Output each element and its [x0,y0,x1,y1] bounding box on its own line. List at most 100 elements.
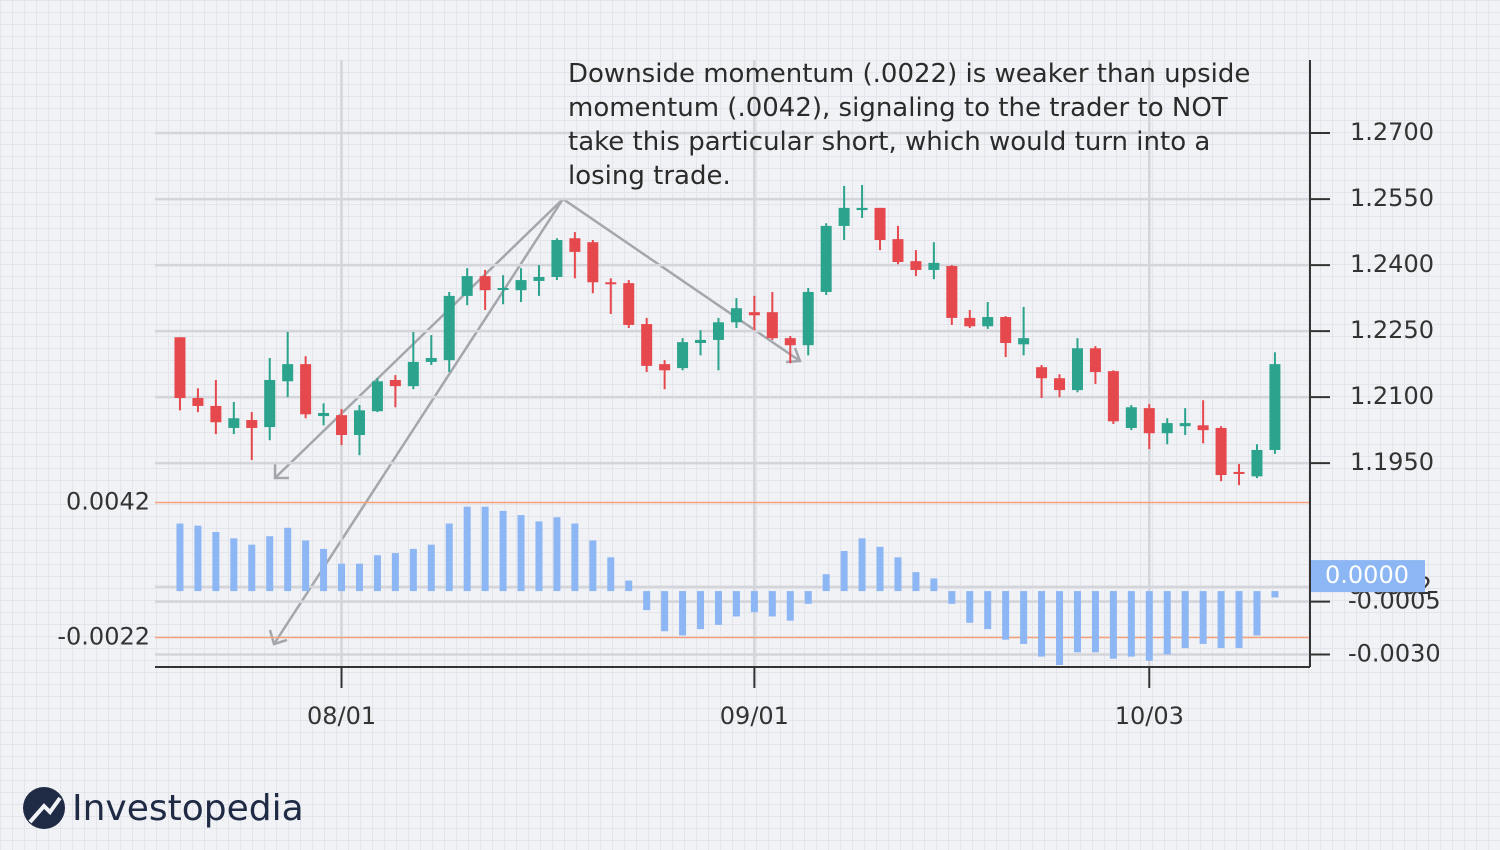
bar [176,523,184,592]
candle-body [928,262,940,270]
bar [499,510,507,592]
bar [1056,591,1064,665]
candle-body [1251,449,1263,477]
bar [230,538,238,592]
bar [320,548,328,592]
candle-body [336,415,348,435]
candle-body [910,261,922,270]
candle-body [282,364,294,382]
candle-body [946,265,958,318]
bar [930,578,938,592]
candle-body [353,410,365,435]
bar [481,506,489,592]
candle-body [551,240,563,277]
bar [1002,591,1010,640]
bar [984,591,992,630]
candle-body [318,412,330,417]
candle-body [192,398,204,406]
candle-body [1071,348,1083,391]
bar [1145,591,1153,661]
y-tick-label: 1.1950 [1350,448,1434,476]
candle-body [497,287,509,290]
y-tick-label: 1.2550 [1350,184,1434,212]
bar [966,591,974,623]
candle-body [1054,378,1066,391]
candle-body [569,238,581,252]
bar [212,532,220,592]
x-tick-label: 08/01 [307,702,376,730]
candle-body [389,379,401,387]
candle-body [1269,364,1281,450]
bar [1038,591,1046,657]
candle-body [712,322,724,340]
bar [427,544,435,592]
bar [1020,591,1028,644]
x-tick-label: 09/01 [720,702,789,730]
candle-body [1089,348,1101,373]
candle-body [174,337,186,399]
candle-body [443,295,455,361]
candle-body [1143,408,1155,434]
candle-body [677,342,689,369]
candle-body [641,324,653,366]
candle-body [784,338,796,346]
bar [1091,591,1099,653]
bar [697,591,705,630]
bar [194,525,202,592]
candle-body [730,308,742,323]
candle-body [605,282,617,285]
candle-body [300,364,312,415]
bar [445,523,453,592]
candle-body [659,364,671,371]
bar [1253,591,1261,636]
candle-body [479,276,491,291]
bar [840,551,848,592]
candle-body [228,418,240,428]
candle-body [533,276,545,281]
bar [284,527,292,592]
bar [266,536,274,592]
candle-body [371,381,383,412]
bar [643,591,651,611]
bar [661,591,669,632]
candle-body [1215,427,1227,476]
annotation-line: Downside momentum (.0022) is weaker than… [568,59,1250,89]
candle-body [695,339,707,343]
bar [894,557,902,592]
candle-body [425,357,437,362]
candle-body [856,207,868,211]
candle-body [1197,425,1209,431]
bar [1073,591,1081,653]
bar [571,523,579,592]
bar [535,521,543,592]
y-tick-label: 1.2400 [1350,250,1434,278]
candle-body [623,283,635,325]
reference-label: 0.0042 [66,487,150,515]
bar [714,591,722,625]
bar [679,591,687,636]
bar [1181,591,1189,649]
y-tick-label: 1.2250 [1350,316,1434,344]
candle-body [407,361,419,387]
candle-body [820,225,832,292]
candle-body [964,317,976,327]
candle-body [1125,407,1137,428]
bar [804,591,812,604]
candle-body [1000,317,1012,343]
candle-body [748,312,760,316]
reference-label: -0.0022 [57,623,150,651]
candle-body [1161,423,1173,434]
y-tick-label: 1.2700 [1350,118,1434,146]
bar [1109,591,1117,659]
bar [373,555,381,592]
candle-body [1233,471,1245,474]
bar [625,580,633,592]
bar [912,572,920,592]
candle-body [1107,371,1119,422]
bar [876,546,884,592]
bar [391,553,399,592]
bar [732,591,740,617]
bar [750,591,758,613]
candle-body [246,420,258,428]
